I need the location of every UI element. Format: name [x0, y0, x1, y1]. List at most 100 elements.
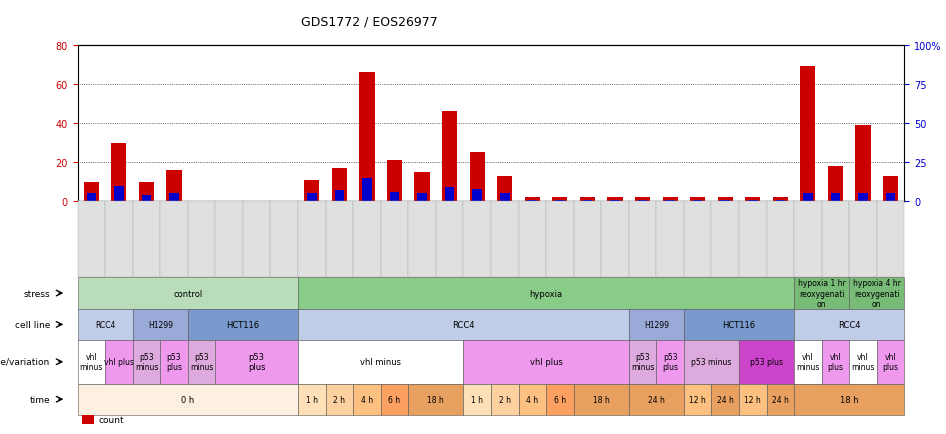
Text: time: time — [29, 395, 50, 404]
Bar — [362, 178, 372, 202]
Bar — [528, 200, 537, 202]
Text: genotype/variation: genotype/variation — [0, 358, 50, 366]
Text: 24 h: 24 h — [772, 395, 789, 404]
Bar — [445, 188, 454, 202]
Bar — [721, 200, 730, 202]
Text: p53
plus: p53 plus — [166, 352, 182, 372]
Text: hypoxia 1 hr
reoxygenati
on: hypoxia 1 hr reoxygenati on — [797, 279, 846, 308]
Bar — [169, 194, 179, 202]
Text: RCC4: RCC4 — [838, 320, 861, 329]
Bar — [442, 112, 457, 202]
Text: 18 h: 18 h — [428, 395, 445, 404]
Bar — [662, 198, 677, 202]
Text: p53 plus: p53 plus — [750, 358, 783, 366]
Text: 1 h: 1 h — [471, 395, 483, 404]
Bar — [417, 194, 427, 202]
Text: vhl
minus: vhl minus — [79, 352, 103, 372]
Text: 0 h: 0 h — [182, 395, 195, 404]
Text: H1299: H1299 — [644, 320, 669, 329]
Text: vhl
minus: vhl minus — [797, 352, 819, 372]
Bar — [828, 167, 843, 202]
Bar — [718, 198, 733, 202]
Text: vhl plus: vhl plus — [104, 358, 134, 366]
Bar — [387, 161, 402, 202]
Bar — [84, 182, 99, 202]
Bar — [665, 200, 674, 202]
Text: vhl
plus: vhl plus — [828, 352, 844, 372]
Text: 2 h: 2 h — [333, 395, 345, 404]
Text: 1 h: 1 h — [306, 395, 318, 404]
Text: p53
plus: p53 plus — [662, 352, 678, 372]
Text: vhl
minus: vhl minus — [851, 352, 875, 372]
Bar — [498, 176, 513, 202]
Text: 12 h: 12 h — [745, 395, 762, 404]
Bar — [112, 143, 127, 202]
Text: H1299: H1299 — [148, 320, 173, 329]
Text: 18 h: 18 h — [593, 395, 609, 404]
Bar — [610, 200, 620, 202]
Text: stress: stress — [24, 289, 50, 298]
Text: vhl plus: vhl plus — [530, 358, 563, 366]
Text: 18 h: 18 h — [840, 395, 859, 404]
Text: p53 minus: p53 minus — [692, 358, 731, 366]
Bar — [803, 194, 813, 202]
Bar — [635, 198, 650, 202]
Text: p53
minus: p53 minus — [190, 352, 213, 372]
Bar — [607, 198, 622, 202]
Text: cell line: cell line — [15, 320, 50, 329]
Bar — [390, 192, 399, 202]
Text: vhl minus: vhl minus — [360, 358, 401, 366]
Bar — [305, 180, 320, 202]
Text: GDS1772 / EOS26977: GDS1772 / EOS26977 — [301, 15, 437, 28]
Text: HCT116: HCT116 — [226, 320, 259, 329]
Bar — [580, 198, 595, 202]
Text: count: count — [98, 415, 124, 424]
Bar — [499, 194, 510, 202]
Text: p53
plus: p53 plus — [248, 352, 266, 372]
Bar — [690, 198, 706, 202]
Bar — [583, 200, 592, 202]
Bar — [472, 189, 482, 202]
Text: 24 h: 24 h — [717, 395, 734, 404]
Bar — [469, 153, 484, 202]
Text: p53
minus: p53 minus — [134, 352, 158, 372]
Text: 2 h: 2 h — [499, 395, 511, 404]
Bar — [86, 194, 96, 202]
Bar — [745, 198, 761, 202]
Text: 6 h: 6 h — [389, 395, 400, 404]
Text: HCT116: HCT116 — [723, 320, 756, 329]
Bar — [858, 194, 867, 202]
Bar — [692, 200, 703, 202]
Bar — [773, 198, 788, 202]
Bar — [638, 200, 647, 202]
Text: 24 h: 24 h — [648, 395, 665, 404]
Bar — [748, 200, 758, 202]
Bar — [776, 200, 785, 202]
Text: hypoxia 4 hr
reoxygenati
on: hypoxia 4 hr reoxygenati on — [853, 279, 901, 308]
Bar — [552, 198, 568, 202]
Text: p53
minus: p53 minus — [631, 352, 655, 372]
Bar — [359, 73, 375, 202]
Bar — [525, 198, 540, 202]
Bar — [885, 194, 896, 202]
Bar — [139, 182, 154, 202]
Text: 12 h: 12 h — [690, 395, 706, 404]
Text: RCC4: RCC4 — [452, 320, 475, 329]
Text: 4 h: 4 h — [360, 395, 373, 404]
Text: 4 h: 4 h — [526, 395, 538, 404]
Text: vhl
plus: vhl plus — [883, 352, 899, 372]
Bar — [414, 172, 429, 202]
Bar — [855, 125, 870, 202]
Bar — [555, 200, 565, 202]
Bar — [335, 191, 344, 202]
Bar — [332, 168, 347, 202]
Bar — [307, 194, 317, 202]
Bar — [166, 171, 182, 202]
Text: 6 h: 6 h — [553, 395, 566, 404]
Text: RCC4: RCC4 — [95, 320, 115, 329]
Text: hypoxia: hypoxia — [530, 289, 563, 298]
Text: control: control — [173, 289, 202, 298]
Bar — [883, 176, 898, 202]
Bar — [142, 196, 151, 202]
Bar — [114, 186, 124, 202]
